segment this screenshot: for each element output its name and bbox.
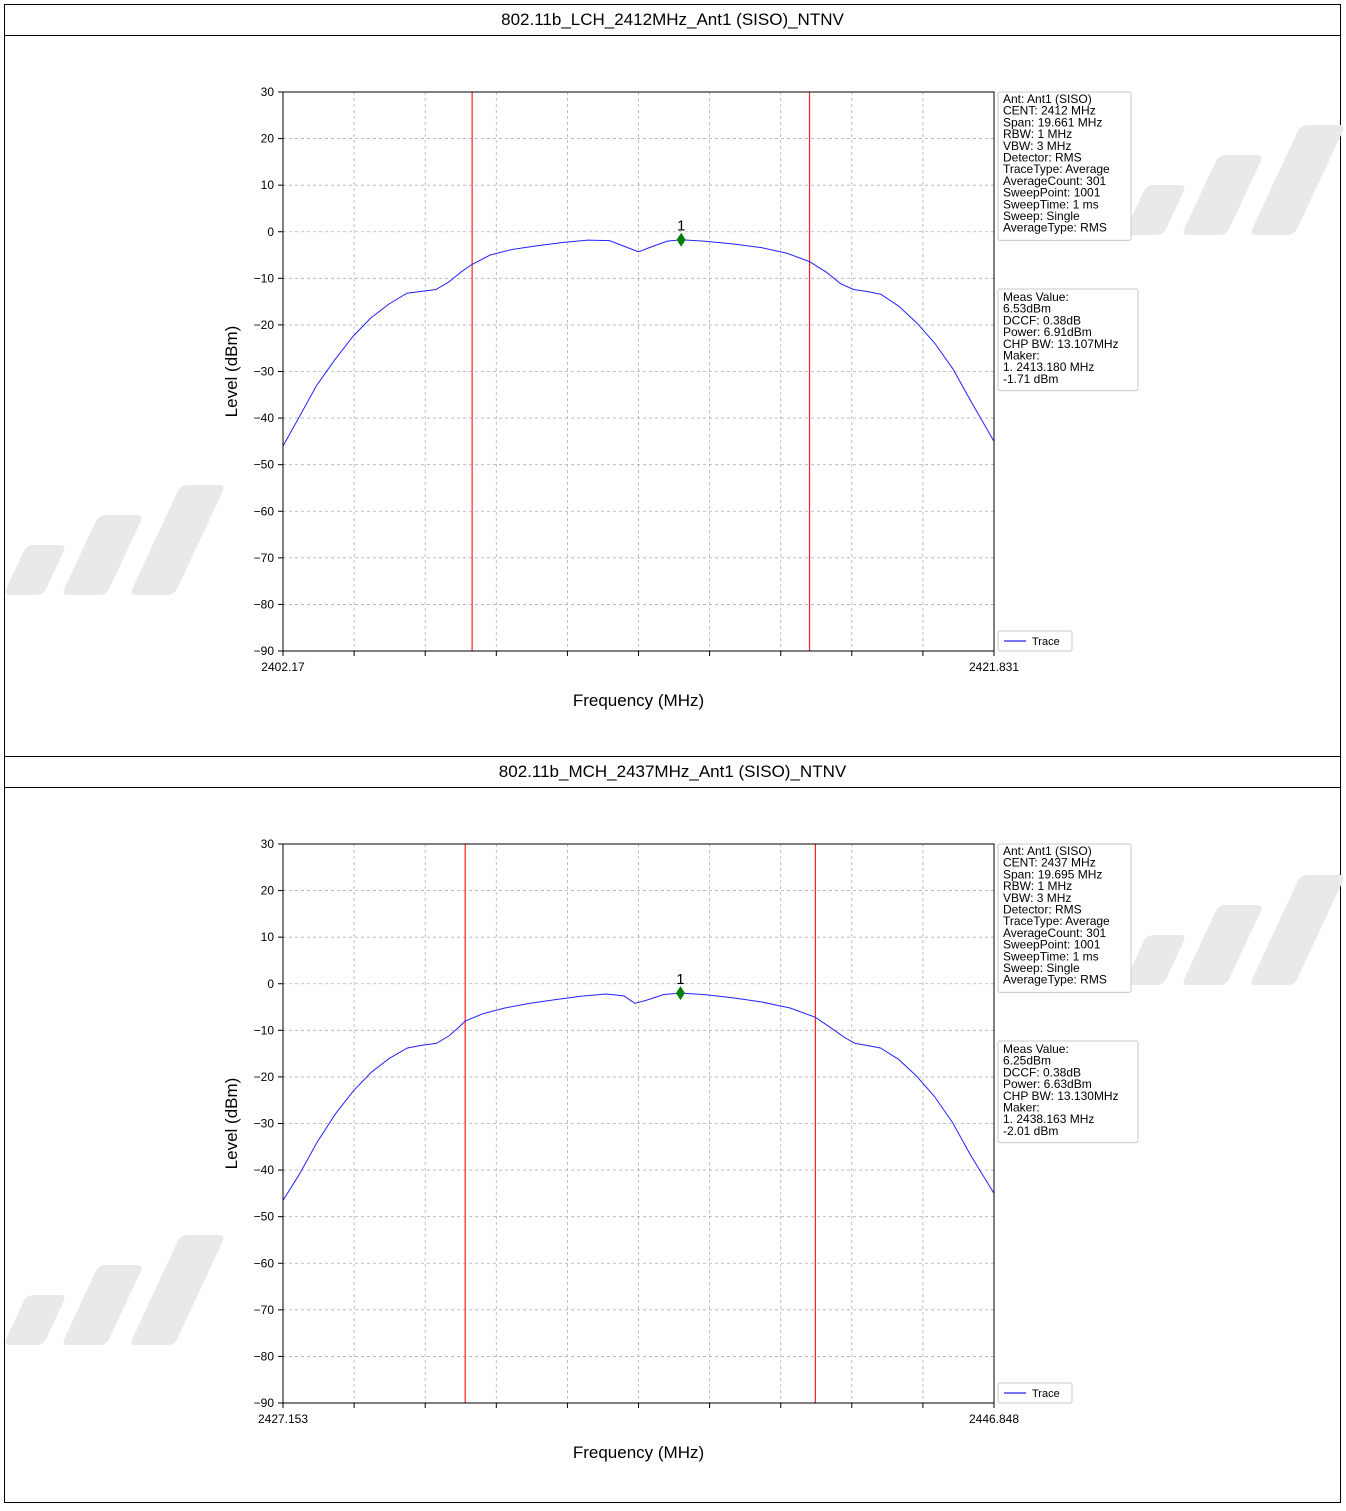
meas-box-line: Power: 6.63dBm [1003,1077,1092,1091]
x-axis-label: Frequency (MHz) [573,691,704,710]
panel-divider [5,756,1340,757]
info-box-line: VBW: 3 MHz [1003,139,1071,153]
meas-box-line: 6.53dBm [1003,302,1051,316]
meas-box [997,288,1139,392]
y-tick-label: −80 [254,1349,275,1363]
x-tick-label: 2446.848 [969,1412,1019,1426]
y-tick-label: 10 [261,178,275,192]
info-box-line: CENT: 2437 MHz [1003,856,1096,870]
info-box-line: Sweep: Single [1003,961,1080,975]
y-tick-label: −50 [254,1210,275,1224]
meas-box-line: DCCF: 0.38dB [1003,1065,1081,1079]
info-box-line: SweepPoint: 1001 [1003,186,1101,200]
info-box-line: AverageType: RMS [1003,973,1107,987]
meas-box-line: DCCF: 0.38dB [1003,313,1081,327]
info-box-line: Detector: RMS [1003,151,1082,165]
y-tick-label: −20 [254,1070,275,1084]
meas-box-line: Maker: [1003,1101,1040,1115]
legend-label: Trace [1032,636,1060,648]
y-tick-label: −60 [254,504,275,518]
y-tick-label: −30 [254,1117,275,1131]
y-tick-label: 30 [261,837,275,851]
info-box-line: Ant: Ant1 (SISO) [1003,844,1092,858]
info-box [997,843,1132,993]
y-tick-label: −90 [254,1396,275,1410]
info-box-line: SweepTime: 1 ms [1003,949,1099,963]
info-box-line: Ant: Ant1 (SISO) [1003,92,1092,106]
chart-title-2: 802.11b_MCH_2437MHz_Ant1 (SISO)_NTNV [5,757,1340,788]
y-tick-label: −90 [254,644,275,658]
info-box [997,91,1132,241]
info-box-line: AverageCount: 301 [1003,174,1107,188]
info-box-line: RBW: 1 MHz [1003,879,1072,893]
info-box-line: TraceType: Average [1003,914,1110,928]
y-tick-label: 0 [267,977,274,991]
meas-box-line: 1. 2413.180 MHz [1003,360,1094,374]
chart-panel-1: 30 20 10 0 −10 −20 −30 −40 −50 −60 −70 −80 −90 2402.1… [5,36,1340,756]
y-tick-label: 20 [261,132,275,146]
meas-box [997,1040,1139,1144]
info-box-line: Sweep: Single [1003,209,1080,223]
meas-box-line: -1.71 dBm [1003,372,1058,386]
x-tick-label: 2402.17 [261,660,305,674]
y-tick-label: −40 [254,1163,275,1177]
info-box-line: SweepTime: 1 ms [1003,197,1099,211]
legend-label: Trace [1032,1388,1060,1400]
trace-line [282,239,995,447]
y-tick-label: 10 [261,930,275,944]
x-tick-label: 2427.153 [258,1412,308,1426]
meas-box-line: CHP BW: 13.130MHz [1003,1089,1119,1103]
trace-line [282,992,995,1201]
meas-box-line: 1. 2438.163 MHz [1003,1112,1094,1126]
info-box-line: Span: 19.695 MHz [1003,867,1102,881]
spectrum-chart-1: 30 20 10 0 −10 −20 −30 −40 −50 −60 −70 −80 −90 2402.1… [222,85,1139,710]
y-tick-label: −30 [254,365,275,379]
marker-label: 1 [676,971,684,988]
info-box-line: SweepPoint: 1001 [1003,938,1101,952]
info-box-line: Span: 19.661 MHz [1003,115,1102,129]
y-tick-label: −70 [254,1303,275,1317]
meas-box-line: 6.25dBm [1003,1054,1051,1068]
y-axis-label: Level (dBm) [222,326,241,418]
y-tick-label: −40 [254,411,275,425]
meas-box-line: CHP BW: 13.107MHz [1003,337,1119,351]
y-tick-label: −10 [254,271,275,285]
x-tick-label: 2421.831 [969,660,1019,674]
chart-panel-2: 30 20 10 0 −10 −20 −30 −40 −50 −60 −70 −80 −90 2427.1… [5,788,1340,1502]
y-tick-label: 30 [261,85,275,99]
meas-box-line: Maker: [1003,349,1040,363]
spectrum-chart-2: 30 20 10 0 −10 −20 −30 −40 −50 −60 −70 −80 −90 2427.1… [222,837,1139,1462]
chart-title-1: 802.11b_LCH_2412MHz_Ant1 (SISO)_NTNV [5,5,1340,36]
marker-diamond [676,232,686,247]
legend-box [997,630,1073,652]
marker-diamond [675,986,685,1001]
y-tick-label: −20 [254,318,275,332]
marker-label: 1 [677,218,685,235]
y-tick-label: −80 [254,597,275,611]
y-tick-label: −10 [254,1023,275,1037]
meas-box-line: Meas Value: [1003,1042,1069,1056]
info-box-line: AverageCount: 301 [1003,926,1107,940]
plot-frame [282,843,995,1404]
info-box-line: TraceType: Average [1003,162,1110,176]
info-box-line: AverageType: RMS [1003,221,1107,235]
meas-box-line: Power: 6.91dBm [1003,325,1092,339]
y-axis-label: Level (dBm) [222,1078,241,1170]
y-tick-label: 20 [261,884,275,898]
meas-box-line: -2.01 dBm [1003,1124,1058,1138]
y-tick-label: −70 [254,551,275,565]
info-box-line: VBW: 3 MHz [1003,891,1071,905]
y-tick-label: 0 [267,225,274,239]
report-frame: 802.11b_LCH_2412MHz_Ant1 (SISO)_NTNV 30 2… [3,4,1346,1503]
y-tick-label: −60 [254,1256,275,1270]
x-axis-label: Frequency (MHz) [573,1443,704,1462]
info-box-line: RBW: 1 MHz [1003,127,1072,141]
y-tick-label: −50 [254,458,275,472]
meas-box-line: Meas Value: [1003,290,1069,304]
legend-box [997,1382,1073,1404]
plot-frame [282,91,995,652]
info-box-line: Detector: RMS [1003,903,1082,917]
info-box-line: CENT: 2412 MHz [1003,104,1096,118]
